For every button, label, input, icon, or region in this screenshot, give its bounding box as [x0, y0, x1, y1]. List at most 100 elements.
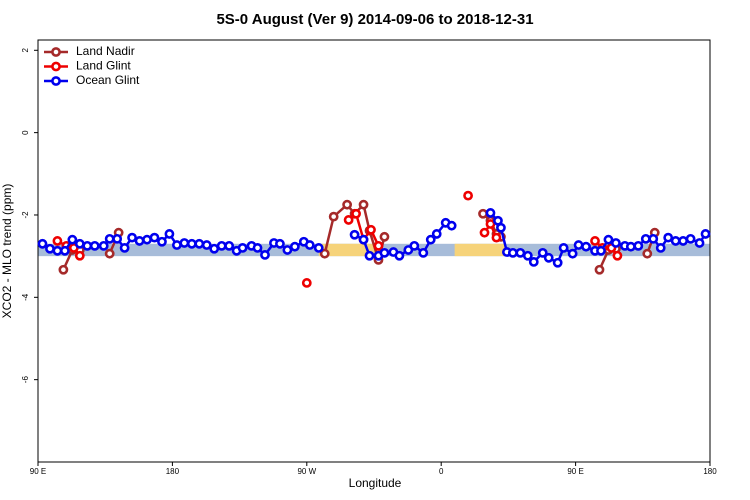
point: [596, 245, 606, 256]
point: [149, 232, 160, 243]
point: [358, 199, 369, 210]
x-tick-label: 90 W: [297, 467, 316, 476]
x-tick-label: 180: [703, 467, 717, 476]
point: [157, 236, 167, 247]
point: [366, 224, 376, 235]
point: [119, 243, 130, 253]
point: [479, 227, 490, 238]
point: [58, 264, 69, 275]
point: [74, 250, 85, 261]
point: [134, 236, 145, 246]
point: [104, 248, 115, 259]
point: [463, 190, 473, 201]
point: [343, 215, 354, 225]
point: [685, 233, 696, 244]
point: [289, 241, 300, 252]
point: [301, 278, 312, 288]
point: [252, 243, 263, 253]
point: [648, 233, 659, 244]
point: [319, 248, 330, 259]
point: [496, 222, 506, 233]
point: [642, 248, 653, 259]
legend-label: Land Glint: [76, 59, 131, 73]
point: [209, 243, 220, 254]
point: [611, 238, 621, 248]
point: [612, 250, 623, 261]
point: [590, 236, 600, 246]
y-tick-label: -6: [21, 376, 30, 384]
point: [260, 250, 270, 260]
land-span: [454, 243, 506, 257]
point: [558, 243, 569, 253]
point: [342, 199, 353, 210]
point: [573, 240, 584, 250]
point: [507, 247, 518, 258]
point: [625, 241, 636, 252]
point: [164, 229, 175, 239]
point: [67, 234, 78, 245]
point: [478, 208, 488, 219]
point: [89, 240, 100, 251]
point: [581, 241, 591, 252]
point: [515, 247, 526, 258]
point: [52, 245, 63, 256]
point: [52, 236, 63, 246]
point: [82, 240, 93, 251]
point: [328, 211, 339, 222]
x-tick-label: 180: [166, 467, 180, 476]
legend-marker: [51, 47, 61, 57]
y-tick-label: 0: [21, 130, 30, 135]
point: [104, 233, 115, 244]
point: [640, 233, 651, 244]
point: [567, 248, 578, 259]
point: [186, 238, 197, 249]
point: [45, 243, 55, 254]
point: [171, 240, 182, 250]
x-tick-label: 90 E: [567, 467, 583, 476]
point: [216, 240, 227, 251]
x-tick-label: 0: [439, 467, 444, 476]
point: [313, 243, 324, 253]
point: [594, 264, 605, 275]
legend-marker: [51, 76, 61, 86]
y-tick-label: -4: [21, 293, 30, 301]
point: [379, 247, 390, 258]
land-span: [318, 243, 376, 257]
point: [552, 257, 563, 268]
point: [224, 240, 235, 251]
point: [373, 240, 384, 251]
y-tick-label: 2: [21, 48, 30, 53]
point: [543, 252, 554, 263]
point: [655, 243, 666, 253]
point: [485, 219, 496, 229]
legend-marker: [51, 61, 61, 72]
legend-label: Ocean Glint: [76, 73, 140, 87]
point: [394, 250, 405, 261]
point: [59, 245, 70, 256]
x-axis-label: Longitude: [349, 476, 402, 490]
point: [603, 234, 614, 245]
point: [127, 232, 137, 243]
point: [364, 250, 375, 261]
point: [379, 231, 390, 242]
point: [349, 229, 360, 240]
point: [304, 240, 315, 250]
point: [37, 238, 48, 249]
y-tick-label: -2: [21, 211, 30, 219]
point: [694, 238, 705, 248]
point: [522, 250, 533, 261]
point: [491, 232, 502, 243]
point: [446, 220, 457, 231]
point: [179, 238, 190, 248]
point: [431, 229, 442, 239]
point: [418, 247, 429, 258]
point: [670, 236, 681, 246]
point: [142, 234, 152, 245]
point: [358, 234, 369, 245]
point: [74, 238, 85, 249]
chart-title: 5S-0 August (Ver 9) 2014-09-06 to 2018-1…: [216, 11, 533, 28]
point: [537, 247, 548, 258]
point: [351, 208, 361, 219]
point: [112, 233, 123, 244]
